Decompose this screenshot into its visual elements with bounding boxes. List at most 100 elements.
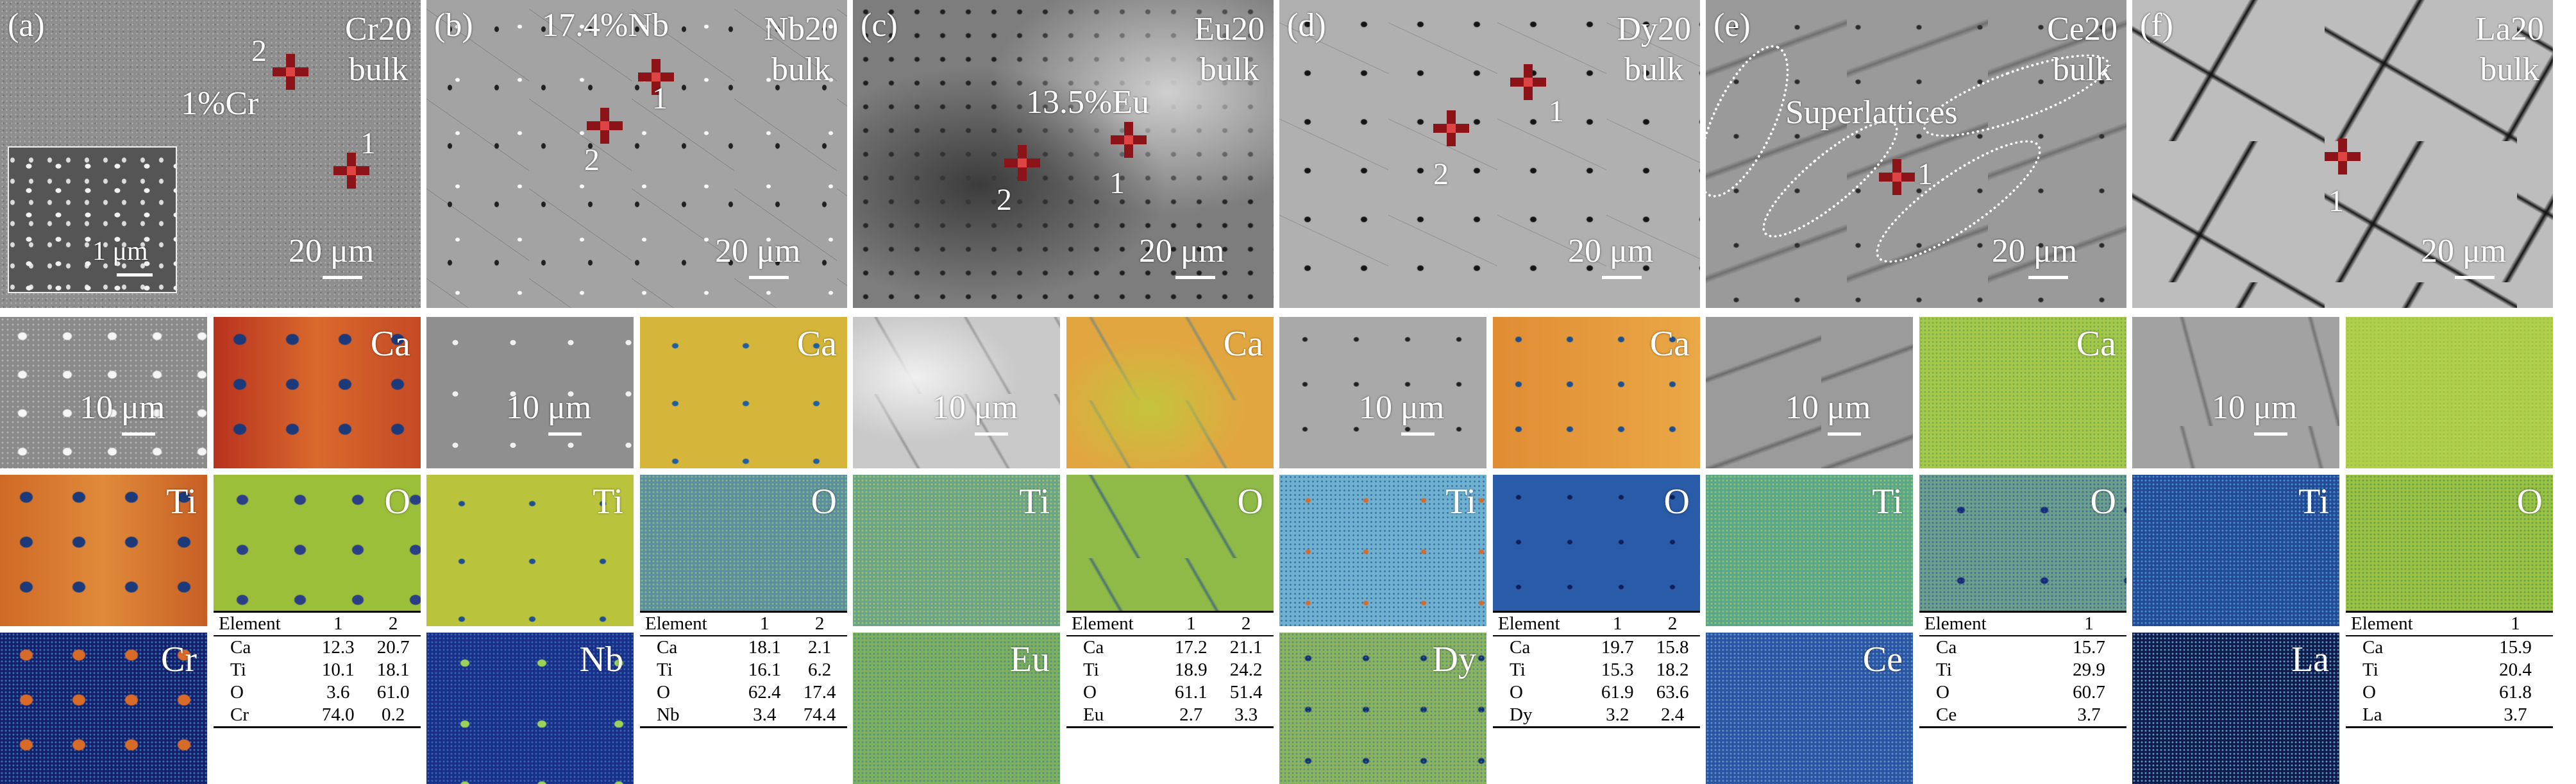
map-ti: Ti [2132,475,2339,626]
sample-form: bulk [1194,49,1265,90]
annotation: 17.4%Nb [542,9,669,42]
map-scale-label: 10 μm [1785,389,1871,427]
point-marker [1510,64,1546,100]
sample-name: Dy20 [1617,9,1691,49]
map-ti: Ti [853,475,1060,626]
table-row: Dy 3.2 2.4 [1493,704,1700,728]
map-dopant: Dy [1279,633,1486,784]
sem-image-f: (f) La20 bulk 1 20 μm [2132,0,2553,308]
map-scale-bar [1401,432,1435,436]
point-number: 1 [2328,186,2344,217]
table-header: Element 1 2 [1493,612,1700,636]
sample-title: La20 bulk [2475,9,2544,90]
table-row: Eu 2.7 3.3 [1066,704,1274,728]
point-number: 1 [360,128,376,159]
scale-bar [323,276,362,279]
table-row: O 62.4 17.4 [640,681,847,704]
table-row: Nb 3.4 74.4 [640,704,847,728]
scale-label: 20 μm [289,232,374,270]
point-number: 2 [997,185,1012,216]
sample-title: Cr20 bulk [345,9,412,90]
point-number: 2 [584,145,600,176]
table-row: O 61.1 51.4 [1066,681,1274,704]
composition-table: Element 1 2 Ca 17.2 21.1 Ti 18.9 24.2 O 61.1 51.… [1066,611,1274,728]
composition-table: Element 1 Ca 15.7 Ti 29.9 O 60.7 Ce 3.7 [1919,611,2126,728]
sample-form: bulk [1617,49,1691,90]
scale-label: 20 μm [1568,232,1653,270]
map-scale-bar [122,432,155,436]
map-ca: Ca [1919,317,2126,468]
annotation: Superlattices [1785,96,1958,130]
se-image: 10 μm [1706,317,1913,468]
table-header: Element 1 [1919,612,2126,636]
table-header: Element 1 2 [214,612,421,636]
panel-label: (e) [1713,9,1751,42]
map-dopant: Eu [853,633,1060,784]
composition-table: Element 1 2 Ca 19.7 15.8 Ti 15.3 18.2 O 61.9 63.… [1493,611,1700,728]
se-image: 10 μm [1279,317,1486,468]
panel-label: (b) [434,9,473,42]
table-row: Ce 3.7 [1919,704,2126,728]
table-row: Ti 18.9 24.2 [1066,659,1274,681]
inset-scale-bar [117,273,153,277]
map-o: O [1066,475,1274,626]
point-marker [1004,145,1040,181]
point-number: 1 [1109,168,1125,199]
scale-bar [749,276,789,279]
map-scale-label: 10 μm [1359,389,1444,427]
table-row: Ca 17.2 21.1 [1066,636,1274,659]
annotation: 1%Cr [181,87,258,121]
sample-form: bulk [345,49,412,90]
sem-image-c: (c) Eu20 bulk 13.5%Eu 1 2 20 μm [853,0,1274,308]
map-o: O [1493,475,1700,626]
sem-image-a: (a) Cr20 bulk 1%Cr 2 1 1 μm 20 μm [0,0,421,308]
map-ca: Ca [214,317,421,468]
map-ti: Ti [426,475,634,626]
table-row: O 61.9 63.6 [1493,681,1700,704]
sample-name: Nb20 [764,9,838,49]
scale-label: 20 μm [2421,232,2506,270]
table-row: La 3.7 [2346,704,2553,728]
table-row: Ti 10.1 18.1 [214,659,421,681]
map-scale-label: 10 μm [2212,389,2297,427]
map-dopant: La [2132,633,2339,784]
table-row: Ca 15.7 [1919,636,2126,659]
map-scale-bar [548,432,582,436]
map-scale-bar [1828,432,1861,436]
table-row: Ca 15.9 [2346,636,2553,659]
inset-image: 1 μm [8,146,177,293]
point-marker [2325,139,2361,175]
sample-title: Nb20 bulk [764,9,838,90]
panel-c: (c) Eu20 bulk 13.5%Eu 1 2 20 μm 10 μm Ca… [853,0,1274,753]
table-row: O 60.7 [1919,681,2126,704]
se-image: 10 μm [0,317,207,468]
scale-label: 20 μm [715,232,800,270]
panel-a: (a) Cr20 bulk 1%Cr 2 1 1 μm 20 μm 10 μm … [0,0,421,753]
map-ca: Ca [1493,317,1700,468]
sample-name: La20 [2475,9,2544,49]
scale-bar [1175,276,1215,279]
sem-image-b: (b) 17.4%Nb Nb20 bulk 1 2 20 μm [426,0,847,308]
table-row: O 3.6 61.0 [214,681,421,704]
panel-label: (a) [8,9,45,42]
sample-name: Cr20 [345,9,412,49]
map-o: O [640,475,847,626]
point-number: 1 [1917,159,1933,190]
composition-table: Element 1 Ca 15.9 Ti 20.4 O 61.8 La 3.7 [2346,611,2553,728]
map-scale-bar [2254,432,2287,436]
table-row: Ca 19.7 15.8 [1493,636,1700,659]
se-image: 10 μm [853,317,1060,468]
map-ti: Ti [0,475,207,626]
annotation: 13.5%Eu [1026,86,1149,119]
panel-d: (d) Dy20 bulk 1 2 20 μm 10 μm Ca Ti O Dy… [1279,0,1700,753]
map-scale-label: 10 μm [80,389,165,427]
map-ca [2346,317,2553,468]
sample-title: Eu20 bulk [1194,9,1265,90]
map-ca: Ca [640,317,847,468]
scale-bar [2028,276,2068,279]
eds-figure: (a) Cr20 bulk 1%Cr 2 1 1 μm 20 μm 10 μm … [0,0,2576,753]
map-ti: Ti [1706,475,1913,626]
table-header: Element 1 2 [640,612,847,636]
map-o: O [1919,475,2126,626]
table-row: Ti 15.3 18.2 [1493,659,1700,681]
